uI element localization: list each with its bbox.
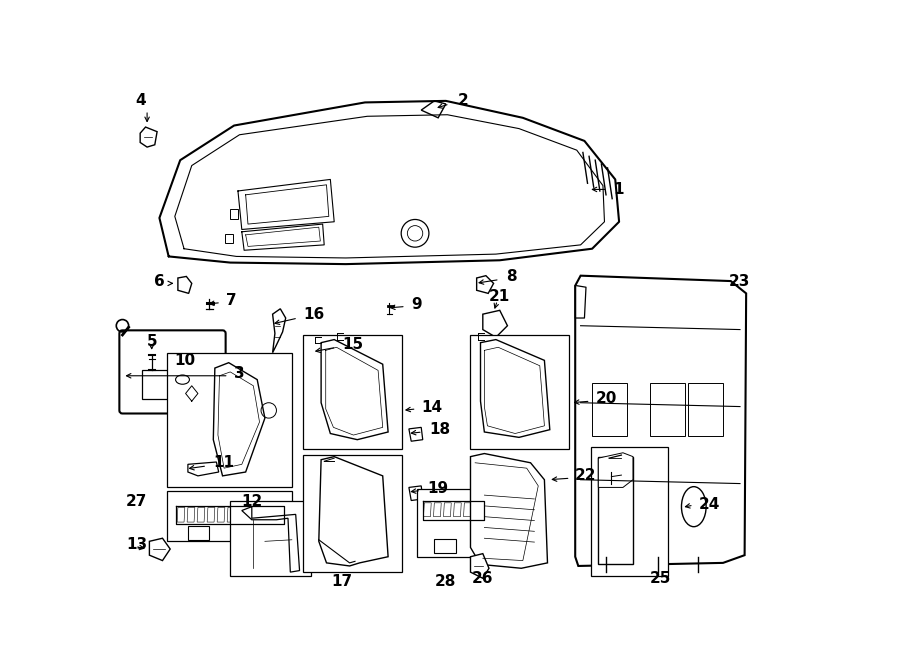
Polygon shape [424,503,431,517]
Bar [590,447,668,576]
Polygon shape [257,508,265,522]
Polygon shape [444,503,451,517]
Text: 15: 15 [342,336,363,352]
Text: 18: 18 [429,422,450,437]
Polygon shape [177,508,184,522]
Text: 20: 20 [596,391,617,407]
Polygon shape [149,538,170,561]
Polygon shape [482,310,508,337]
Text: 22: 22 [575,469,597,483]
Text: 1: 1 [614,182,625,197]
Polygon shape [471,453,547,568]
Text: 19: 19 [428,481,448,496]
Bar [303,335,402,449]
Text: 25: 25 [650,571,671,586]
Bar [230,500,311,576]
Bar [230,210,238,219]
Text: 6: 6 [154,274,165,289]
Polygon shape [267,508,274,522]
Polygon shape [217,508,225,522]
Polygon shape [454,503,461,517]
Bar [650,383,685,436]
Polygon shape [409,486,423,500]
Polygon shape [598,453,633,487]
Bar [688,383,723,436]
Text: 4: 4 [135,93,146,108]
Text: 2: 2 [457,93,468,108]
Text: 3: 3 [234,366,245,381]
Polygon shape [473,503,482,517]
Polygon shape [319,457,388,566]
Polygon shape [321,340,388,440]
Text: 9: 9 [411,297,422,311]
Polygon shape [421,101,446,118]
FancyBboxPatch shape [120,330,226,414]
Bar [592,383,626,436]
Polygon shape [197,508,205,522]
Text: 16: 16 [303,307,325,323]
Polygon shape [178,276,192,293]
Text: 5: 5 [147,334,157,348]
Polygon shape [575,276,746,566]
Bar [188,526,210,540]
Bar [303,455,402,572]
Text: 26: 26 [472,571,493,586]
Polygon shape [481,340,550,438]
Polygon shape [140,127,158,147]
Polygon shape [477,276,493,293]
Polygon shape [464,503,472,517]
Text: 28: 28 [436,574,456,589]
Polygon shape [471,554,489,578]
Text: 23: 23 [729,274,751,289]
Polygon shape [227,508,235,522]
Bar [598,457,633,564]
Text: 14: 14 [421,400,442,415]
Bar [141,369,195,399]
Text: 10: 10 [175,353,196,368]
Polygon shape [187,508,194,522]
Polygon shape [313,342,330,363]
Text: 17: 17 [331,574,353,589]
Bar [225,234,232,243]
Text: 27: 27 [126,494,147,509]
Polygon shape [434,503,441,517]
Polygon shape [248,508,255,522]
Polygon shape [207,508,215,522]
Bar [435,539,456,553]
Text: 7: 7 [227,293,237,308]
Text: 21: 21 [489,289,510,304]
Polygon shape [242,507,300,572]
Text: 12: 12 [242,494,263,509]
Bar [471,335,569,449]
Polygon shape [238,508,245,522]
Polygon shape [188,462,219,476]
Text: 13: 13 [126,537,148,552]
Polygon shape [213,363,265,476]
Polygon shape [409,428,423,442]
Bar [167,353,292,487]
Text: 8: 8 [506,269,517,284]
Bar [417,489,493,557]
Bar [167,491,292,541]
Ellipse shape [681,486,706,527]
Polygon shape [273,309,285,353]
Text: 24: 24 [698,497,720,512]
Text: 11: 11 [213,455,234,470]
